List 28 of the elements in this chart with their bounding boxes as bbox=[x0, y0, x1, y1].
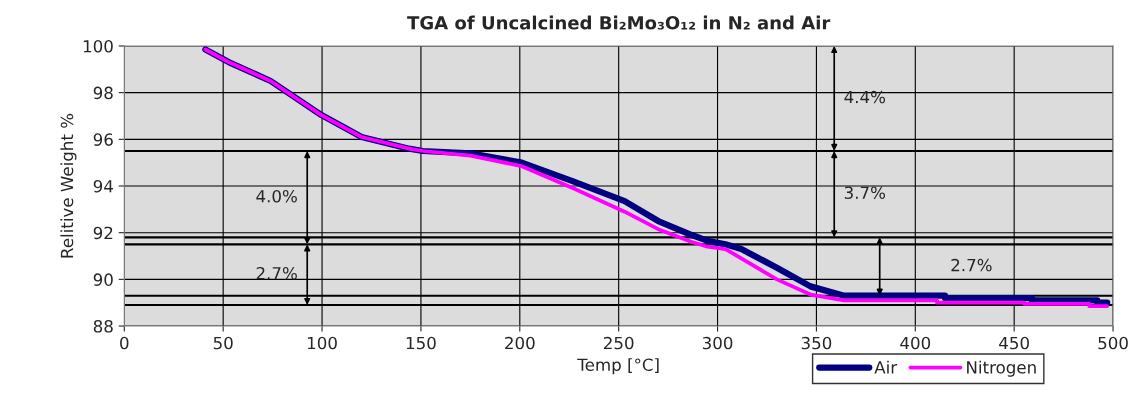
x-tick-label: 0 bbox=[120, 336, 129, 350]
y-tick-label: 94 bbox=[93, 179, 113, 193]
x-tick-label: 400 bbox=[900, 336, 931, 350]
x-tick-label: 200 bbox=[505, 336, 535, 350]
y-axis-title: Relitive Weight % bbox=[60, 113, 77, 258]
y-tick-label: 90 bbox=[93, 273, 113, 286]
chart-title: TGA of Uncalcined Bi₂Mo₃O₁₂ in N₂ and Air bbox=[407, 15, 831, 30]
legend-label: Nitrogen bbox=[967, 360, 1036, 377]
y-tick-label: 100 bbox=[83, 39, 113, 53]
x-axis-title: Temp [°C] bbox=[577, 358, 659, 375]
x-tick-label: 250 bbox=[603, 336, 634, 350]
x-tick-label: 450 bbox=[999, 336, 1029, 350]
y-tick-label: 96 bbox=[93, 133, 113, 146]
x-tick-label: 100 bbox=[307, 336, 337, 350]
y-tick-label: 98 bbox=[93, 86, 113, 100]
annotation: 4.0% bbox=[256, 189, 297, 203]
y-tick-label: 88 bbox=[93, 320, 113, 333]
x-tick-label: 500 bbox=[1098, 336, 1128, 350]
x-tick-label: 150 bbox=[406, 336, 436, 350]
legend-label: Air bbox=[874, 360, 898, 374]
annotation: 3.7% bbox=[844, 186, 886, 200]
annotation: 2.7% bbox=[256, 266, 297, 280]
y-tick-label: 92 bbox=[93, 226, 113, 240]
annotation: 4.4% bbox=[844, 90, 886, 104]
x-tick-label: 350 bbox=[801, 336, 832, 350]
annotation: 2.7% bbox=[951, 258, 992, 272]
x-tick-label: 300 bbox=[702, 336, 733, 350]
x-tick-label: 50 bbox=[213, 336, 233, 350]
